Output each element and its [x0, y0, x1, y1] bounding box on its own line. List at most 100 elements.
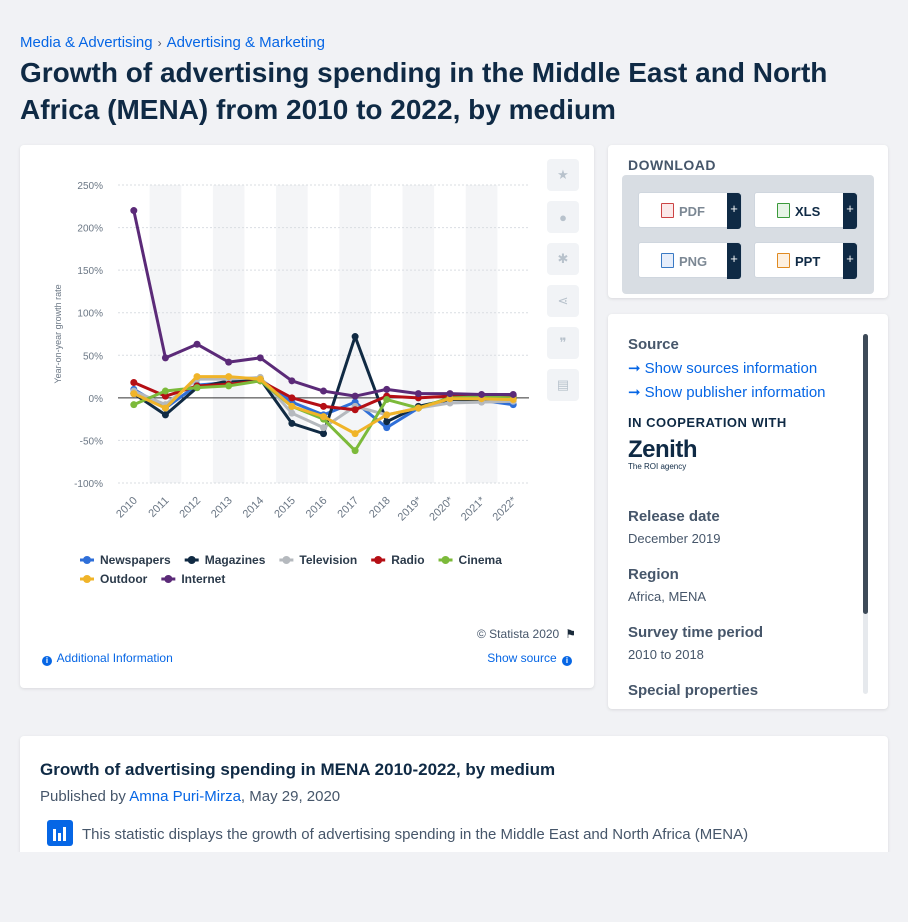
data-point-radio: [130, 379, 138, 387]
show-source-label: Show source: [487, 651, 557, 665]
data-point-magazines: [383, 418, 391, 426]
show-sources-label: Show sources information: [644, 360, 818, 377]
data-point-internet: [478, 390, 486, 398]
print-icon[interactable]: ▤: [547, 369, 579, 401]
xls-plus-icon[interactable]: +: [843, 193, 857, 229]
data-point-outdoor: [130, 390, 138, 398]
breadcrumb-advertising-link[interactable]: Advertising & Marketing: [166, 34, 325, 51]
special-properties-heading: Special properties: [628, 682, 759, 699]
page-title: Growth of advertising spending in the Mi…: [20, 57, 828, 125]
data-point-internet: [320, 387, 327, 395]
zenith-logo-tagline: The ROI agency: [628, 462, 687, 471]
legend-label-magazines: Magazines: [205, 553, 266, 567]
download-title: DOWNLOAD: [628, 157, 716, 173]
download-pdf-button[interactable]: PDF +: [638, 192, 742, 229]
data-point-cinema: [193, 384, 201, 392]
y-tick-label: -100%: [74, 479, 103, 490]
x-tick-label: 2015: [272, 495, 298, 521]
x-tick-label: 2012: [177, 495, 203, 521]
notification-bell-icon[interactable]: ●: [547, 201, 579, 233]
additional-information-link[interactable]: i Additional Information: [40, 651, 173, 666]
data-point-internet: [256, 354, 264, 362]
data-point-internet: [161, 354, 169, 362]
copyright-label: © Statista 2020: [477, 627, 560, 641]
survey-period-heading: Survey time period: [628, 624, 764, 641]
data-point-internet: [225, 358, 233, 366]
report-flag-icon[interactable]: ⚑: [565, 627, 576, 641]
data-point-magazines: [288, 419, 296, 427]
author-link[interactable]: Amna Puri-Mirza: [129, 788, 241, 805]
column-band: [276, 185, 308, 483]
source-card: Source ➞ Show sources information ➞ Show p…: [608, 314, 888, 709]
data-point-outdoor: [414, 404, 422, 412]
published-date: , May 29, 2020: [240, 788, 341, 805]
breadcrumb-media-link[interactable]: Media & Advertising: [20, 34, 153, 51]
data-point-television: [288, 409, 296, 417]
download-xls-label: XLS: [795, 204, 821, 219]
download-xls-button[interactable]: XLS +: [754, 192, 858, 229]
settings-gear-icon[interactable]: ✱: [547, 243, 579, 275]
legend-swatch-dot-radio: [374, 556, 383, 564]
data-point-internet: [414, 390, 422, 398]
additional-information-label: Additional Information: [56, 651, 173, 665]
data-point-outdoor: [225, 373, 233, 381]
x-tick-label: 2018: [367, 495, 393, 521]
region-value: Africa, MENA: [628, 589, 707, 604]
png-plus-icon[interactable]: +: [727, 243, 741, 279]
zenith-logo-word: Zenith: [628, 436, 698, 463]
download-card: DOWNLOAD PDF + XLS + PNG + PPT +: [608, 145, 888, 298]
pdf-plus-icon[interactable]: +: [727, 193, 741, 229]
data-point-internet: [193, 340, 201, 348]
data-point-outdoor: [383, 411, 391, 419]
breadcrumb-separator: ›: [157, 36, 162, 50]
description-text: This statistic displays the growth of ad…: [82, 826, 749, 843]
legend-label-cinema: Cinema: [459, 553, 503, 567]
ppt-plus-icon[interactable]: +: [843, 243, 857, 279]
data-point-radio: [320, 402, 327, 410]
y-tick-label: 100%: [77, 309, 103, 320]
x-tick-label: 2021*: [459, 494, 488, 523]
cite-quote-icon[interactable]: ❞: [547, 327, 579, 359]
favorite-star-icon[interactable]: ★: [547, 159, 579, 191]
data-point-television: [320, 424, 327, 432]
download-pdf-label: PDF: [679, 204, 705, 219]
legend-label-television: Television: [299, 553, 357, 567]
source-scrollbar[interactable]: [863, 334, 868, 694]
published-prefix: Published by: [40, 788, 130, 805]
breadcrumb: Media & Advertising › Advertising & Market…: [20, 34, 325, 51]
show-publisher-label: Show publisher information: [644, 384, 826, 401]
data-point-radio: [161, 392, 169, 400]
legend-swatch-dot-outdoor: [83, 575, 91, 583]
cooperation-heading: IN COOPERATION WITH: [628, 415, 787, 430]
copyright-text: © Statista 2020 ⚑: [477, 627, 576, 641]
bottom-bar: [0, 852, 908, 922]
download-png-button[interactable]: PNG +: [638, 242, 742, 279]
show-publisher-link[interactable]: ➞ Show publisher information: [628, 383, 858, 401]
data-point-outdoor: [161, 404, 169, 412]
y-axis-label: Year-on-year growth rate: [53, 284, 63, 383]
show-sources-link[interactable]: ➞ Show sources information: [628, 359, 858, 377]
description-card: Growth of advertising spending in MENA 2…: [20, 736, 888, 866]
download-ppt-button[interactable]: PPT +: [754, 242, 858, 279]
column-band: [149, 185, 182, 483]
arrow-right-icon: ➞: [628, 384, 641, 401]
data-point-radio: [288, 394, 296, 402]
region-heading: Region: [628, 566, 679, 583]
download-panel: PDF + XLS + PNG + PPT +: [622, 175, 874, 294]
source-heading: Source: [628, 336, 679, 353]
y-tick-label: -50%: [80, 436, 103, 447]
data-point-magazines: [320, 430, 327, 438]
legend-swatch-dot-television: [282, 556, 291, 564]
data-point-outdoor: [446, 395, 454, 403]
source-scrollbar-thumb[interactable]: [863, 334, 868, 614]
share-icon[interactable]: ⋖: [547, 285, 579, 317]
download-ppt-label: PPT: [795, 254, 821, 269]
column-band: [465, 185, 498, 483]
series-line-internet: [132, 210, 514, 398]
data-point-internet: [509, 390, 517, 398]
show-source-link[interactable]: Show source i: [487, 651, 574, 666]
chart-svg: -100% -50% 0% 50% 100% 150% 200% 250% Year-on-ye…: [53, 181, 529, 586]
column-band: [212, 185, 245, 483]
release-date-value: December 2019: [628, 531, 721, 546]
